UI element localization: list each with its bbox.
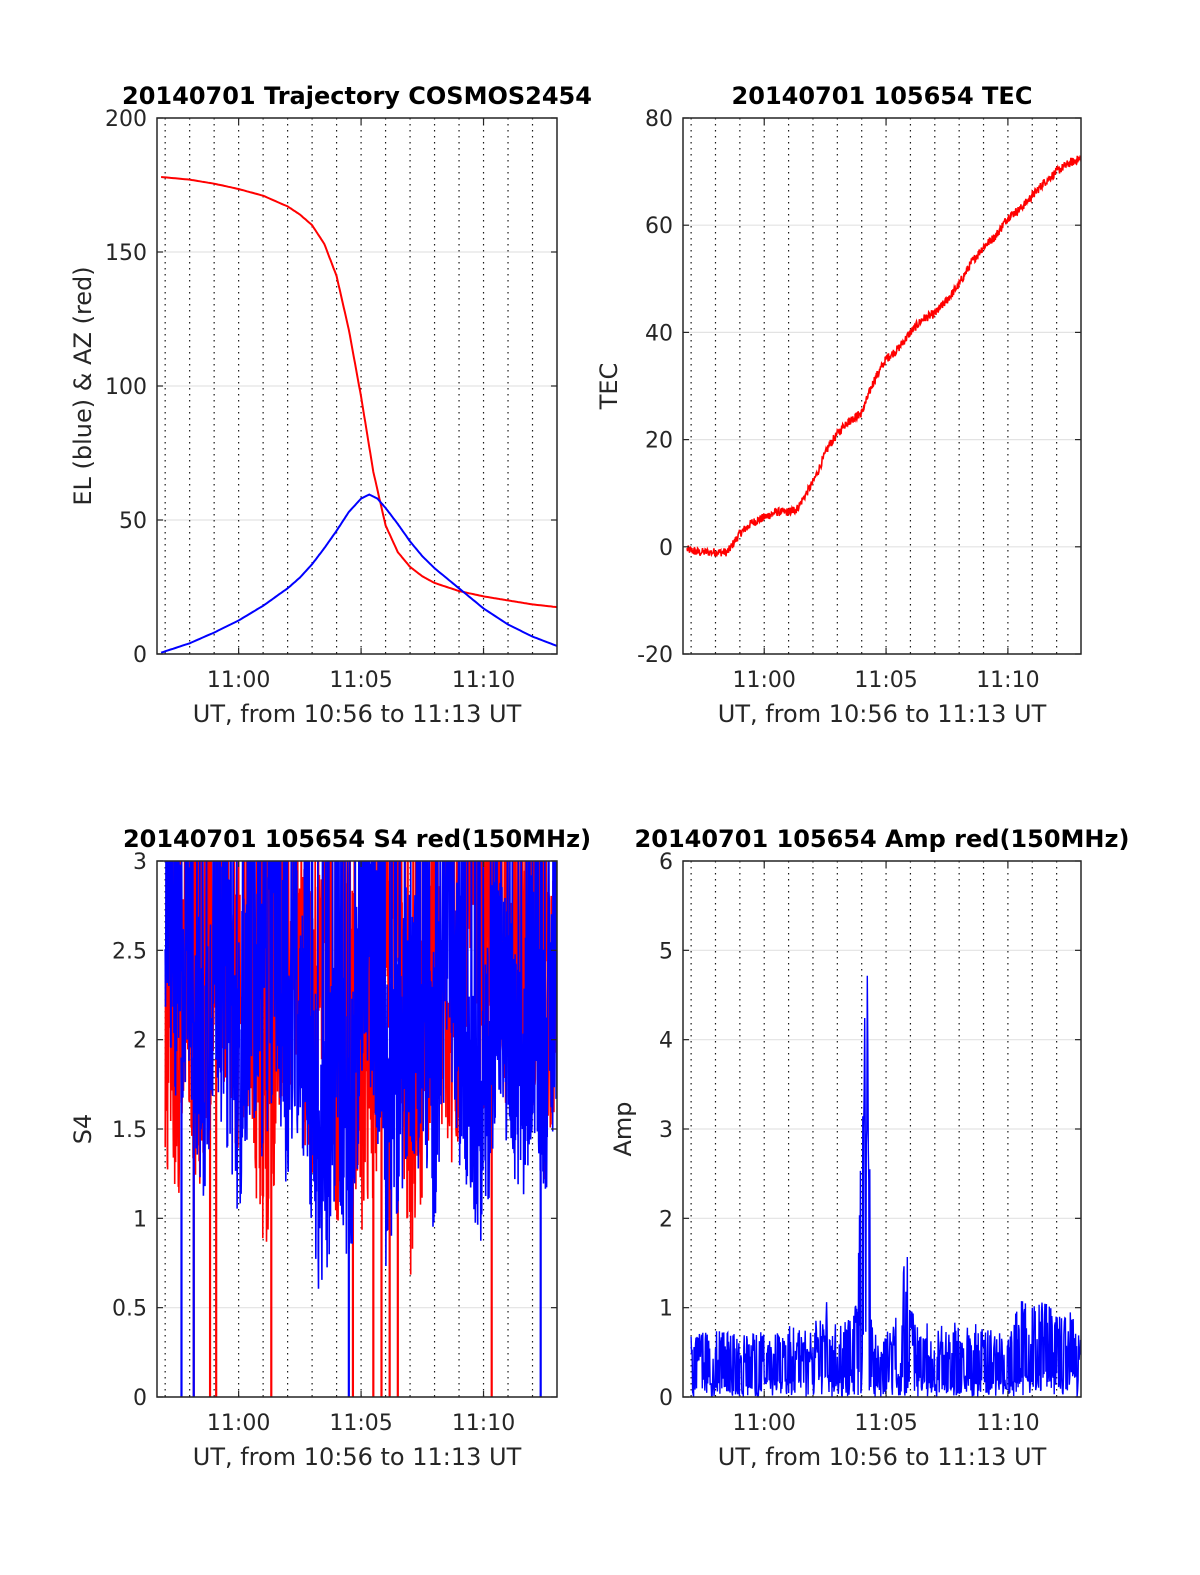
chart-title: 20140701 105654 TEC (732, 82, 1033, 110)
y-axis-label: TEC (595, 363, 623, 411)
panel-trajectory: 0 50 100 150 200 11:00 11:05 11:10 20140701 Traj… (69, 82, 592, 728)
y-tick-label: 1.5 (112, 1118, 147, 1143)
panel-amp: 0 1 2 3 4 5 6 11:00 11:05 11:10 20140701 105654 Am… (609, 825, 1129, 1471)
y-tick-label: 2 (659, 1207, 673, 1232)
y-tick-label: 6 (659, 850, 673, 875)
y-tick-label: 0 (133, 1386, 147, 1411)
x-axis-label: UT, from 10:56 to 11:13 UT (718, 1443, 1047, 1471)
x-tick-label: 11:00 (207, 1411, 270, 1436)
chart-title: 20140701 105654 Amp red(150MHz) (635, 825, 1130, 853)
s4-blue-series-line (164, 861, 557, 1289)
x-tick-label: 11:00 (733, 1411, 796, 1436)
y-tick-label: 4 (659, 1029, 673, 1054)
y-tick-label: 40 (645, 321, 673, 346)
tec-series-line (686, 154, 1081, 558)
y-tick-label: -20 (637, 643, 673, 668)
y-tick-label: 2.5 (112, 939, 147, 964)
y-tick-label: 0.5 (112, 1297, 147, 1322)
y-tick-label: 1 (133, 1207, 147, 1232)
x-axis-label: UT, from 10:56 to 11:13 UT (193, 1443, 522, 1471)
y-tick-label: 1 (659, 1297, 673, 1322)
y-tick-label: 150 (105, 241, 147, 266)
y-tick-label: 100 (105, 375, 147, 400)
y-tick-label: 50 (119, 509, 147, 534)
x-tick-label: 11:05 (854, 1411, 917, 1436)
amp-series-line (690, 975, 1081, 1397)
y-tick-label: 0 (659, 1386, 673, 1411)
y-tick-label: 80 (645, 107, 673, 132)
x-tick-label: 11:05 (329, 1411, 392, 1436)
y-axis-label: Amp (609, 1101, 637, 1156)
y-tick-label: 200 (105, 107, 147, 132)
y-tick-label: 2 (133, 1029, 147, 1054)
y-tick-label: 20 (645, 429, 673, 454)
chart-title: 20140701 Trajectory COSMOS2454 (122, 82, 592, 110)
panel-s4: 0 0.5 1 1.5 2 2.5 3 11:00 11:05 11:10 20140701 105… (69, 825, 591, 1471)
x-axis-label: UT, from 10:56 to 11:13 UT (718, 700, 1047, 728)
x-tick-label: 11:00 (207, 668, 270, 693)
y-tick-label: 3 (133, 850, 147, 875)
x-tick-label: 11:10 (452, 668, 515, 693)
el-series-line (160, 493, 557, 654)
y-tick-label: 0 (133, 643, 147, 668)
az-series-line (161, 176, 557, 609)
y-tick-label: 3 (659, 1118, 673, 1143)
y-tick-label: 0 (659, 536, 673, 561)
x-tick-label: 11:10 (452, 1411, 515, 1436)
x-tick-label: 11:10 (976, 1411, 1039, 1436)
x-tick-label: 11:05 (854, 668, 917, 693)
chart-title: 20140701 105654 S4 red(150MHz) (123, 825, 591, 853)
x-axis-label: UT, from 10:56 to 11:13 UT (193, 700, 522, 728)
y-tick-label: 5 (659, 939, 673, 964)
y-axis-label: EL (blue) & AZ (red) (69, 266, 97, 505)
x-tick-label: 11:10 (976, 668, 1039, 693)
panel-tec: -20 0 20 40 60 80 11:00 11:05 11:10 20140701 1056… (595, 82, 1082, 728)
axes-box (682, 117, 1082, 655)
x-tick-label: 11:05 (329, 668, 392, 693)
y-tick-label: 60 (645, 214, 673, 239)
x-tick-label: 11:00 (733, 668, 796, 693)
y-axis-label: S4 (69, 1114, 97, 1145)
